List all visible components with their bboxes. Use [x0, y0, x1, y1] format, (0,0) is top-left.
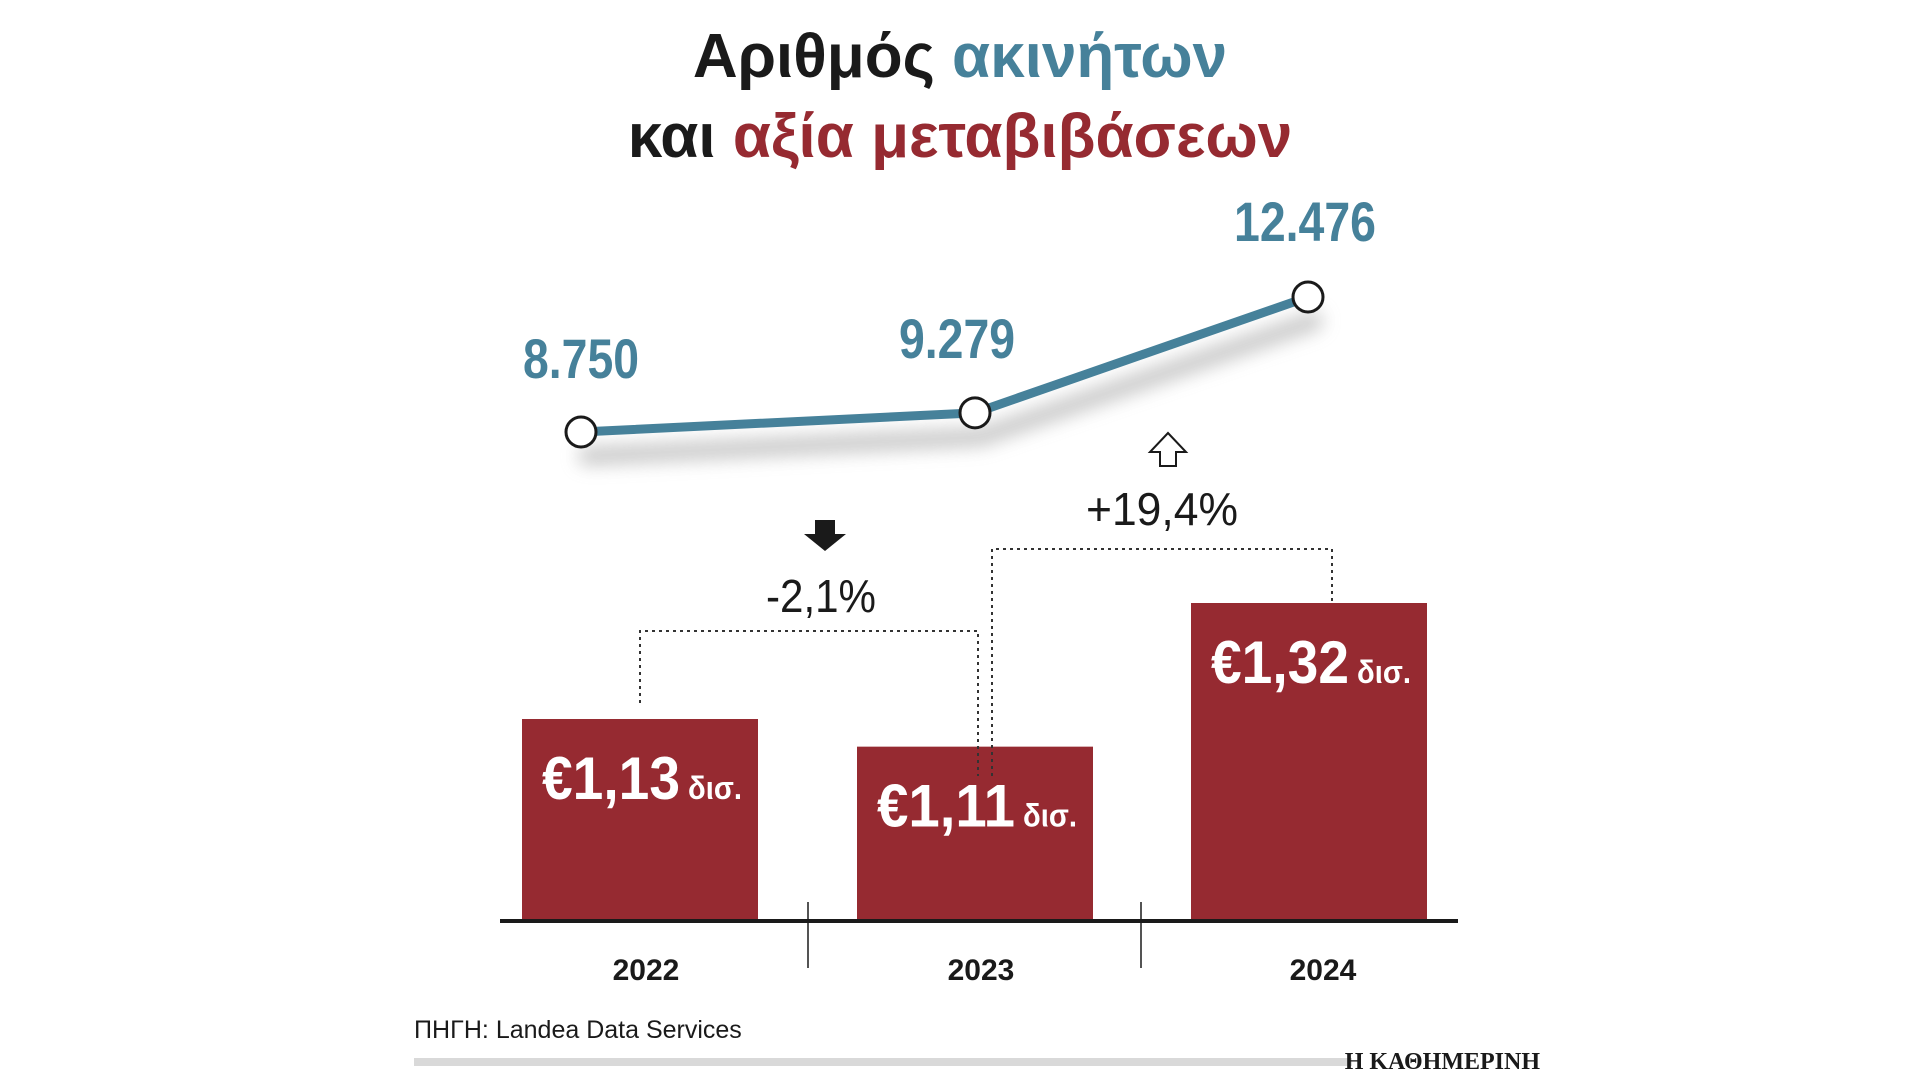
- title-part-red: αξία μεταβιβάσεων: [733, 102, 1292, 171]
- bar-data-label: €1,32 δισ.: [1211, 629, 1411, 696]
- arrow-down-icon: [804, 520, 846, 551]
- bar-data-label: €1,13 δισ.: [542, 745, 742, 812]
- bar-unit-label: δισ.: [1023, 798, 1077, 834]
- title-part-dark: και: [628, 102, 733, 171]
- line-data-label: 8.750: [523, 327, 639, 390]
- bar-series: €1,13 δισ. €1,11 δισ. €1,32 δισ.: [522, 603, 1427, 921]
- x-tick-label: 2024: [1290, 954, 1357, 987]
- change-bracket: [991, 548, 1333, 776]
- line-point: [1291, 280, 1325, 314]
- line-data-label: 9.279: [899, 307, 1015, 370]
- title-part-blue: ακινήτων: [952, 22, 1227, 91]
- line-series: 8.750 9.279 12.476: [523, 190, 1376, 465]
- x-axis-tick-labels: 2022 2023 2024: [613, 954, 1357, 987]
- change-label: +19,4%: [1086, 483, 1238, 535]
- x-tick-label: 2022: [613, 954, 680, 987]
- arrow-up-icon: [1147, 431, 1189, 467]
- chart-title-line1: Αριθμός ακινήτων: [693, 22, 1227, 91]
- x-tick-label: 2023: [948, 954, 1015, 987]
- line-point: [564, 415, 598, 449]
- source-text: ΠΗΓΗ: Landea Data Services: [414, 1016, 742, 1044]
- bar: [1191, 603, 1427, 921]
- source-rule: [414, 1058, 1352, 1066]
- brand-logo: Η ΚΑΘΗΜΕΡΙΝΗ: [1345, 1049, 1541, 1075]
- bar: [857, 746, 1093, 921]
- bar-unit-label: δισ.: [1357, 654, 1411, 690]
- line-data-label: 12.476: [1234, 190, 1376, 253]
- change-annotations: -2,1% +19,4%: [639, 431, 1333, 776]
- bar-data-label: €1,11 δισ.: [877, 773, 1077, 840]
- chart-title-line2: και αξία μεταβιβάσεων: [628, 102, 1293, 171]
- bar-unit-label: δισ.: [688, 770, 742, 806]
- title-part-dark: Αριθμός: [693, 22, 952, 91]
- line-point: [958, 396, 992, 430]
- bar: [522, 719, 758, 921]
- change-bracket: [639, 630, 979, 776]
- change-label: -2,1%: [766, 570, 876, 622]
- line-shadow: [578, 312, 1323, 465]
